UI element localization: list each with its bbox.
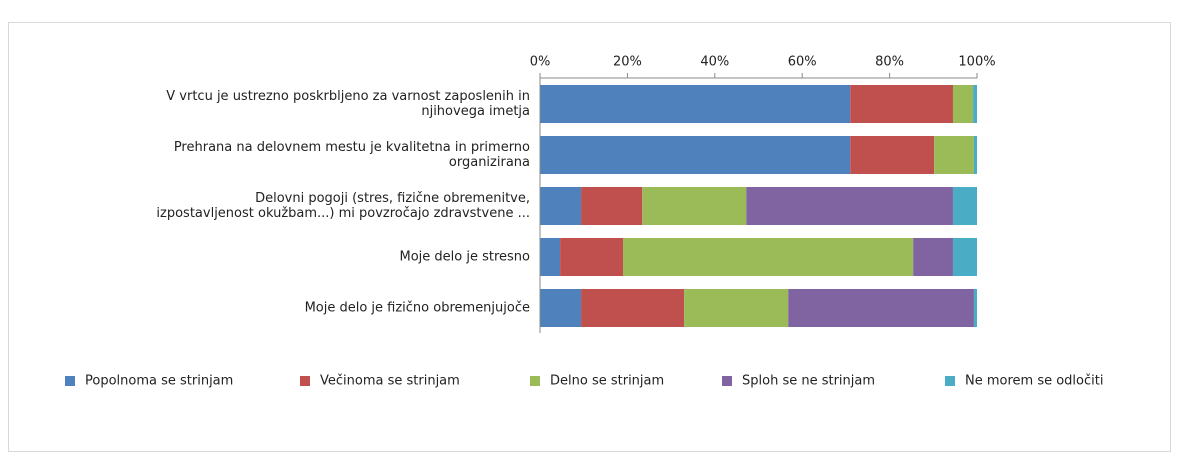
- bar-segment: [973, 136, 977, 174]
- bar-segment: [642, 187, 747, 225]
- bar-segment: [746, 187, 953, 225]
- x-tick-label: 100%: [958, 55, 995, 70]
- bar-segment: [540, 238, 561, 276]
- x-tick-label: 60%: [788, 55, 817, 70]
- bar-segment: [913, 238, 953, 276]
- bar-segment: [850, 136, 935, 174]
- bar-segment: [540, 187, 582, 225]
- page: {"chart_data":{"type":"stacked-bar-horiz…: [8, 22, 1171, 452]
- x-tick-label: 40%: [700, 55, 729, 70]
- legend-label: Sploh se ne strinjam: [742, 374, 875, 389]
- category-label: V vrtcu je ustrezno poskrbljeno za varno…: [166, 89, 530, 119]
- bar-segment: [540, 85, 851, 123]
- chart: 0% 20% 40% 60% 80% 100% Popolnoma se strinjam V…: [65, 55, 1103, 389]
- legend-label: Večinoma se strinjam: [320, 374, 460, 389]
- legend-label: Ne morem se odločiti: [965, 374, 1103, 389]
- bar-segment: [850, 85, 953, 123]
- category-label: Delovni pogoji (stres, fizične obremenit…: [156, 191, 530, 221]
- legend-label: Popolnoma se strinjam: [85, 374, 233, 389]
- legend-swatch: [300, 376, 310, 386]
- legend-swatch: [945, 376, 955, 386]
- legend-swatch: [65, 376, 75, 386]
- bar-segment: [623, 238, 914, 276]
- x-tick-label: 0%: [530, 55, 551, 70]
- bar-segment: [973, 289, 977, 327]
- legend-swatch: [530, 376, 540, 386]
- bar-segment: [540, 136, 851, 174]
- bar-segment: [952, 85, 974, 123]
- bar-segment: [560, 238, 624, 276]
- bar-segment: [581, 289, 685, 327]
- bar-segment: [973, 85, 977, 123]
- bar-segment: [684, 289, 789, 327]
- bar-segment: [952, 238, 977, 276]
- bar-segment: [934, 136, 974, 174]
- legend-swatch: [722, 376, 732, 386]
- legend-label: Delno se strinjam: [550, 374, 664, 389]
- x-tick-label: 20%: [613, 55, 642, 70]
- category-label: Prehrana na delovnem mestu je kvalitetna…: [173, 140, 530, 170]
- category-label: Moje delo je stresno: [399, 249, 531, 265]
- category-label: Moje delo je fizično obremenjujoče: [304, 300, 530, 316]
- bar-segment: [788, 289, 974, 327]
- bar-segment: [952, 187, 977, 225]
- x-tick-label: 80%: [875, 55, 904, 70]
- bar-segment: [581, 187, 643, 225]
- bar-segment: [540, 289, 582, 327]
